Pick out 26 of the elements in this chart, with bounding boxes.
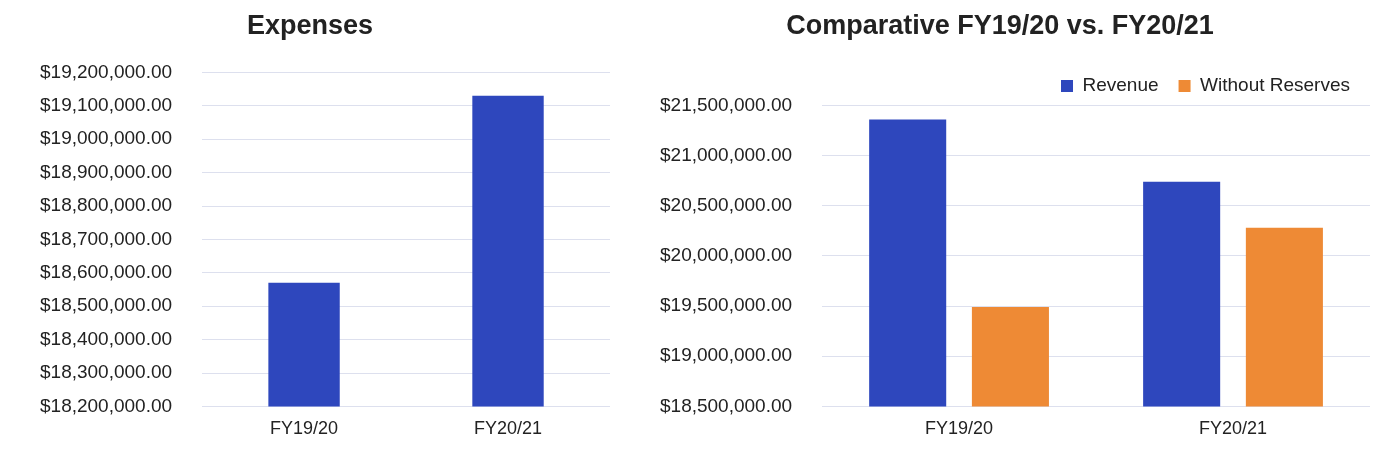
chart-title: Comparative FY19/20 vs. FY20/21 (786, 9, 1214, 40)
y-tick-label: $20,000,000.00 (659, 244, 793, 266)
chart-title: Expenses (246, 9, 374, 40)
y-tick-label: $18,500,000.00 (39, 294, 173, 316)
y-tick-label: $18,600,000.00 (39, 261, 173, 283)
legend-label: Without Reserves (1200, 74, 1351, 96)
y-tick-label: $18,800,000.00 (39, 194, 173, 216)
y-tick-label: $19,100,000.00 (39, 94, 173, 116)
y-tick-label: $18,700,000.00 (39, 227, 173, 249)
y-tick-label: $18,400,000.00 (39, 327, 173, 349)
y-tick-label: $19,000,000.00 (659, 344, 793, 366)
y-tick-label: $18,500,000.00 (659, 394, 793, 416)
y-tick-label: $19,500,000.00 (659, 294, 793, 316)
x-tick-label: FY19/20 (270, 418, 339, 439)
y-tick-label: $21,500,000.00 (659, 93, 793, 115)
x-tick-label: FY19/20 (925, 418, 994, 439)
y-tick-label: $21,000,000.00 (659, 143, 793, 165)
y-tick-label: $18,300,000.00 (39, 361, 173, 383)
y-tick-label: $20,500,000.00 (659, 193, 793, 215)
y-tick-label: $18,200,000.00 (39, 394, 173, 416)
y-tick-label: $19,000,000.00 (39, 127, 173, 149)
legend-label: Revenue (1082, 74, 1159, 96)
y-tick-label: $19,200,000.00 (39, 60, 173, 82)
x-tick-label: FY20/21 (473, 418, 543, 439)
y-tick-label: $18,900,000.00 (39, 160, 173, 182)
x-tick-label: FY20/21 (1198, 418, 1268, 439)
